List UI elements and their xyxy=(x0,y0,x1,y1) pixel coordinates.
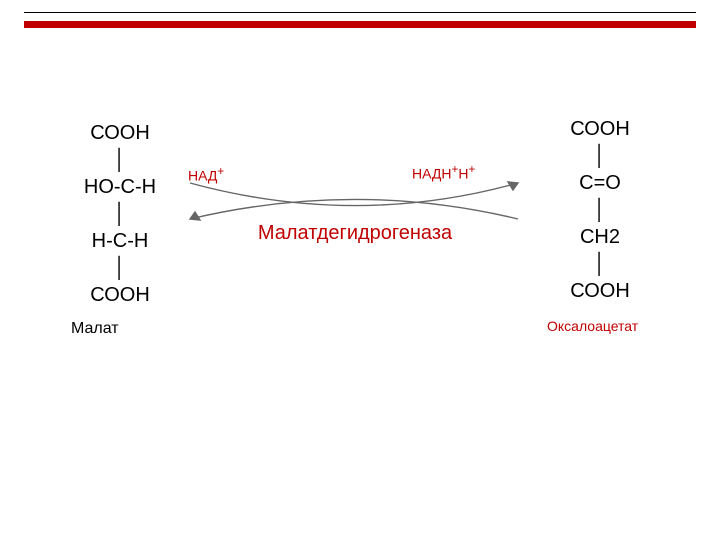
reaction-arrows xyxy=(180,175,530,225)
structure-line: НО-С-Н xyxy=(65,174,175,201)
top-thick-border xyxy=(24,21,696,28)
structure-line: │ xyxy=(65,201,175,228)
structure-line: СООН xyxy=(545,116,655,143)
slide-frame: СООН│НО-С-Н│Н-С-Н│СООН Малат СООН│С=О│СН… xyxy=(0,0,720,540)
structure-line: │ xyxy=(65,147,175,174)
malate-structure: СООН│НО-С-Н│Н-С-Н│СООН xyxy=(65,120,175,309)
structure-line: СООН xyxy=(65,120,175,147)
structure-line: СН2 xyxy=(545,224,655,251)
structure-line: │ xyxy=(545,197,655,224)
structure-line: СООН xyxy=(545,278,655,305)
top-thin-border xyxy=(24,12,696,13)
structure-line: С=О xyxy=(545,170,655,197)
structure-line: СООН xyxy=(65,282,175,309)
malate-caption: Малат xyxy=(71,320,181,338)
reversible-arrow-icon xyxy=(180,175,530,225)
structure-line: Н-С-Н xyxy=(65,228,175,255)
oxaloacetate-caption: Оксалоацетат xyxy=(547,318,667,334)
structure-line: │ xyxy=(545,143,655,170)
structure-line: │ xyxy=(545,251,655,278)
enzyme-label: Малатдегидрогеназа xyxy=(210,222,500,245)
oxaloacetate-structure: СООН│С=О│СН2│СООН xyxy=(545,116,655,305)
structure-line: │ xyxy=(65,255,175,282)
